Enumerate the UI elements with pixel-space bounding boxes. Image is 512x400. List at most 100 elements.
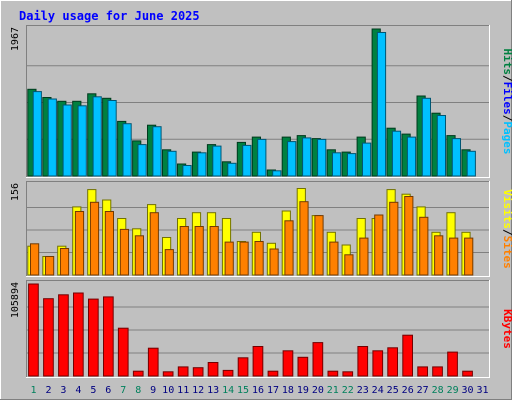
legend-kbytes: KBytes [501,309,512,349]
bar-sites-day-4 [74,211,85,276]
bar-kbytes-day-21 [327,370,339,377]
bar-sites-day-17 [269,248,279,276]
day-label-24: 24 [372,385,384,396]
panel-kbytes: 105894 [10,280,490,378]
bar-pages-day-1 [32,91,42,177]
bar-pages-day-28 [436,115,446,177]
bar-kbytes-day-18 [282,350,294,377]
bar-sites-day-5 [89,201,100,276]
bar-kbytes-day-11 [177,366,189,377]
bar-sites-day-9 [149,212,159,276]
day-label-1: 1 [30,385,36,396]
day-label-11: 11 [177,385,189,396]
bar-kbytes-day-2 [43,298,54,377]
bar-kbytes-day-24 [372,350,384,377]
bar-pages-day-23 [362,142,372,177]
bar-kbytes-day-8 [132,370,144,377]
bar-kbytes-day-17 [267,370,279,377]
bar-pages-day-5 [92,96,102,177]
bar-kbytes-day-29 [447,351,458,377]
bar-pages-day-22 [347,153,357,177]
day-label-18: 18 [282,385,294,396]
bar-kbytes-day-12 [192,367,204,377]
bar-kbytes-day-3 [58,294,69,377]
legend-slash: / [501,229,512,236]
day-label-21: 21 [327,385,339,396]
day-label-13: 13 [207,385,219,396]
bar-sites-day-26 [404,196,414,276]
bar-sites-day-29 [449,237,459,276]
day-label-5: 5 [90,385,96,396]
bar-kbytes-day-5 [88,298,99,377]
bar-kbytes-day-14 [222,369,234,377]
day-label-30: 30 [461,385,473,396]
bar-kbytes-day-10 [162,371,174,377]
chart-panels: 1967156105894Hits/Files/PagesVisits/Site… [10,25,512,378]
bar-sites-day-6 [104,211,115,276]
legend-sites: Sites [501,236,512,269]
bar-sites-day-25 [389,201,399,276]
bar-kbytes-day-6 [103,296,114,377]
bar-pages-day-16 [257,138,267,177]
legend-visits: Visits [501,189,512,229]
bar-sites-day-18 [284,220,294,276]
y-max-label: 105894 [10,282,21,318]
bar-pages-day-11 [182,165,192,177]
day-label-20: 20 [312,385,324,396]
bar-sites-day-1 [30,243,40,276]
bar-kbytes-day-26 [402,334,413,377]
bar-sites-day-27 [419,216,429,276]
legend-pages: Pages [501,121,512,154]
bar-sites-day-8 [134,235,145,276]
bar-pages-day-8 [137,144,147,177]
bar-pages-day-30 [466,150,476,177]
day-label-9: 9 [150,385,156,396]
bar-kbytes-day-15 [237,357,249,377]
day-label-19: 19 [297,385,309,396]
bar-kbytes-day-4 [73,292,84,377]
side-legend-panel3: KBytes [501,309,512,349]
bar-pages-day-19 [302,137,312,177]
day-label-17: 17 [267,385,279,396]
day-label-16: 16 [252,385,264,396]
bar-pages-day-3 [62,104,72,177]
bar-kbytes-day-25 [387,347,398,377]
y-max-label: 156 [10,183,21,201]
bar-sites-day-20 [314,215,324,276]
bar-pages-day-25 [391,130,402,177]
bar-kbytes-day-23 [357,346,369,377]
day-label-10: 10 [162,385,174,396]
bar-pages-day-13 [212,145,222,177]
bar-pages-day-27 [421,97,431,177]
bar-sites-day-21 [329,241,339,276]
bar-sites-day-16 [254,241,264,276]
day-label-25: 25 [387,385,399,396]
bar-sites-day-15 [239,241,249,276]
day-label-8: 8 [135,385,141,396]
bar-kbytes-day-13 [207,362,219,377]
bar-sites-day-30 [464,237,474,276]
bar-pages-day-2 [47,98,57,177]
bar-sites-day-7 [119,228,130,276]
legend-files: Files [501,82,512,115]
bar-pages-day-21 [332,152,342,177]
day-label-27: 27 [417,385,429,396]
chart-title: Daily usage for June 2025 [19,9,200,23]
day-label-26: 26 [402,385,414,396]
bar-kbytes-day-28 [432,366,443,377]
day-label-12: 12 [192,385,204,396]
day-label-6: 6 [105,385,111,396]
bar-kbytes-day-19 [297,356,309,377]
bar-pages-day-7 [122,123,132,177]
panel-hits-files-pages: 1967 [10,25,490,178]
day-label-7: 7 [120,385,126,396]
bar-sites-day-23 [359,237,369,276]
bar-kbytes-day-22 [342,371,354,377]
day-label-28: 28 [432,385,444,396]
bar-kbytes-day-1 [28,283,39,377]
bar-pages-day-26 [406,136,417,177]
bar-pages-day-9 [152,126,162,177]
bar-pages-day-24 [376,32,387,177]
bar-pages-day-20 [317,138,327,177]
